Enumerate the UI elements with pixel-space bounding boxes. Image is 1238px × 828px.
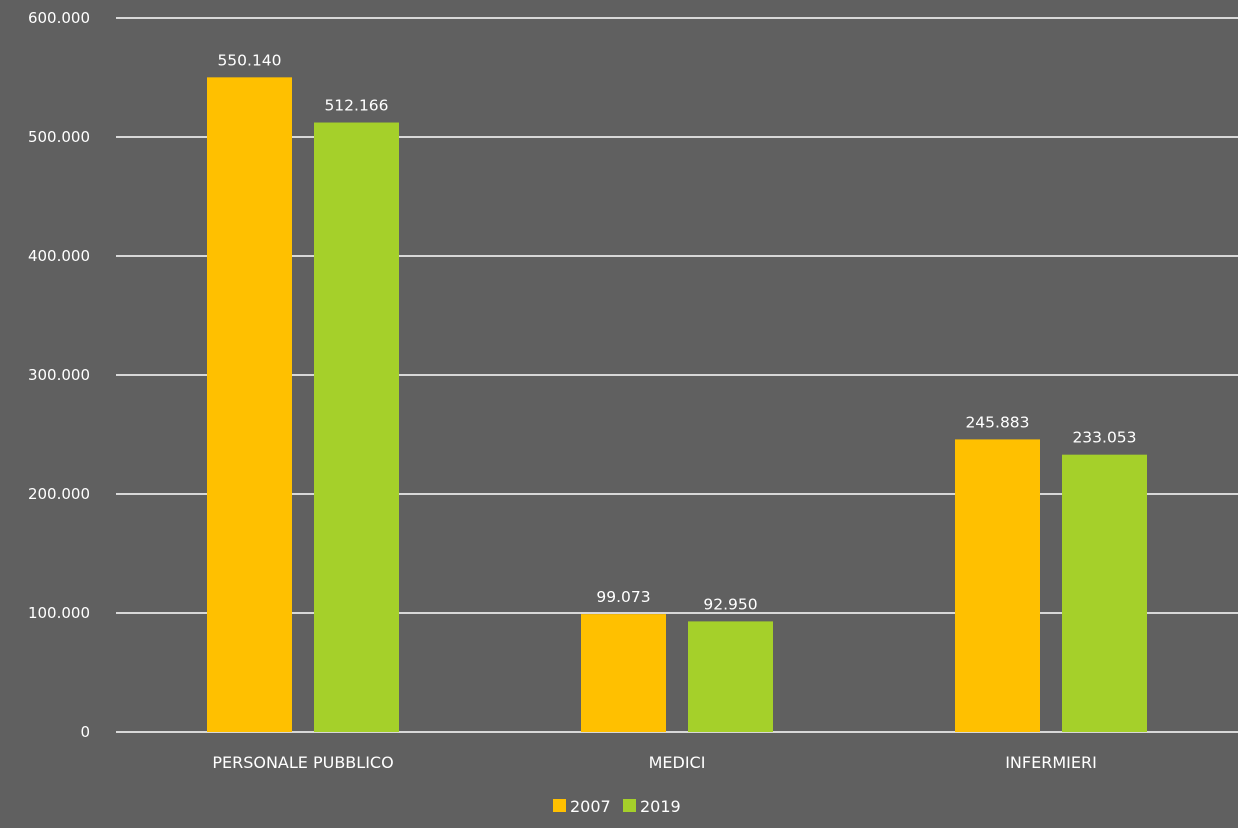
data-label: 233.053 — [1072, 429, 1136, 447]
data-label: 92.950 — [703, 595, 757, 613]
bar-2007 — [581, 614, 666, 732]
y-tick-label: 600.000 — [28, 9, 90, 27]
y-axis-ticks: 0 100.000 200.000 300.000 400.000 500.000 600.… — [28, 9, 90, 741]
data-labels: 550.140 512.166 99.073 92.950 245.883 233.053 — [217, 51, 1136, 613]
y-tick-label: 500.000 — [28, 128, 90, 146]
data-label: 245.883 — [965, 413, 1029, 431]
bar-2007 — [207, 77, 292, 733]
legend[interactable]: 2007 2019 — [553, 797, 681, 816]
x-axis-ticks: PERSONALE PUBBLICO MEDICI INFERMIERI — [212, 753, 1096, 772]
bar-2007 — [955, 439, 1040, 732]
bar-2019 — [688, 621, 773, 732]
legend-swatch — [553, 799, 566, 812]
x-tick-label: PERSONALE PUBBLICO — [212, 753, 393, 772]
legend-label[interactable]: 2007 — [570, 797, 611, 816]
y-tick-label: 0 — [80, 723, 90, 741]
gridlines — [116, 17, 1238, 733]
data-label: 550.140 — [217, 51, 281, 69]
y-tick-label: 100.000 — [28, 604, 90, 622]
legend-label[interactable]: 2019 — [640, 797, 681, 816]
y-tick-label: 200.000 — [28, 485, 90, 503]
x-tick-label: MEDICI — [649, 753, 706, 772]
bar-2019 — [314, 122, 399, 732]
y-tick-label: 400.000 — [28, 247, 90, 265]
data-label: 99.073 — [596, 588, 650, 606]
x-tick-label: INFERMIERI — [1005, 753, 1097, 772]
data-label: 512.166 — [324, 97, 388, 115]
legend-swatch — [623, 799, 636, 812]
y-tick-label: 300.000 — [28, 366, 90, 384]
bar-2019 — [1062, 454, 1147, 732]
bars — [207, 77, 1147, 733]
